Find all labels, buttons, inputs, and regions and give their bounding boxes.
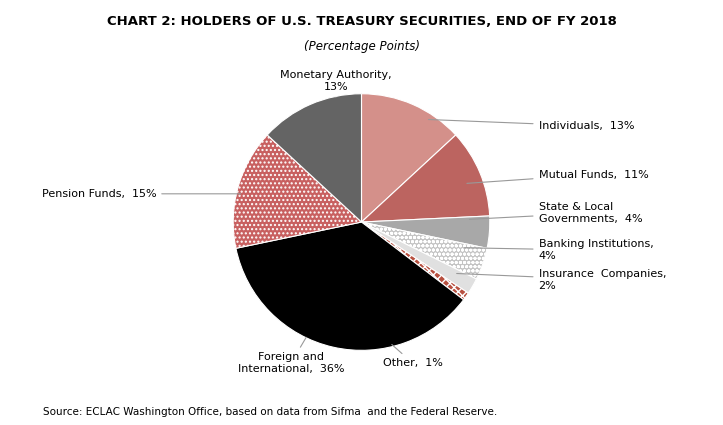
Text: Pension Funds,  15%: Pension Funds, 15% — [42, 189, 241, 199]
Text: Other,  1%: Other, 1% — [383, 345, 442, 368]
Text: (Percentage Points): (Percentage Points) — [304, 40, 419, 54]
Wedge shape — [234, 135, 362, 248]
Text: CHART 2: HOLDERS OF U.S. TREASURY SECURITIES, END OF FY 2018: CHART 2: HOLDERS OF U.S. TREASURY SECURI… — [106, 15, 617, 28]
Wedge shape — [362, 216, 489, 248]
Wedge shape — [362, 94, 455, 222]
Text: Monetary Authority,
13%: Monetary Authority, 13% — [280, 70, 392, 97]
Text: Insurance  Companies,
2%: Insurance Companies, 2% — [457, 269, 666, 291]
Wedge shape — [268, 94, 362, 222]
Text: Individuals,  13%: Individuals, 13% — [429, 119, 634, 131]
Text: Banking Institutions,
4%: Banking Institutions, 4% — [464, 239, 654, 261]
Wedge shape — [362, 135, 489, 222]
Text: Foreign and
International,  36%: Foreign and International, 36% — [238, 337, 344, 374]
Text: Source: ECLAC Washington Office, based on data from Sifma  and the Federal Reser: Source: ECLAC Washington Office, based o… — [43, 407, 497, 417]
Wedge shape — [362, 222, 476, 293]
Text: State & Local
Governments,  4%: State & Local Governments, 4% — [469, 202, 642, 224]
Wedge shape — [236, 222, 463, 350]
Wedge shape — [362, 222, 487, 279]
Wedge shape — [362, 222, 469, 300]
Text: Mutual Funds,  11%: Mutual Funds, 11% — [467, 170, 649, 183]
